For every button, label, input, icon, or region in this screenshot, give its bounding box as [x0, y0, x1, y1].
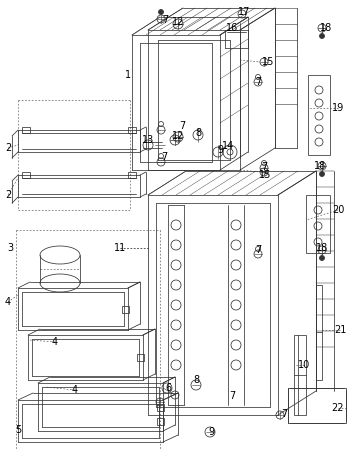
Text: 20: 20	[332, 205, 344, 215]
Bar	[128, 127, 136, 133]
Bar	[22, 172, 30, 178]
Text: 7: 7	[229, 391, 235, 401]
Text: 15: 15	[259, 170, 271, 180]
Bar	[294, 335, 306, 415]
Text: 4: 4	[52, 337, 58, 347]
Text: 13: 13	[142, 135, 154, 145]
Text: 4: 4	[72, 385, 78, 395]
Text: 11: 11	[114, 243, 126, 253]
Text: 7: 7	[255, 77, 261, 87]
Ellipse shape	[40, 274, 80, 292]
Circle shape	[159, 10, 163, 14]
Text: 2: 2	[5, 143, 11, 153]
Text: 8: 8	[193, 375, 199, 385]
Text: 18: 18	[314, 161, 326, 171]
Circle shape	[320, 172, 324, 177]
Text: 22: 22	[332, 403, 344, 413]
Bar	[157, 418, 164, 425]
Text: 9: 9	[208, 427, 214, 437]
Text: 21: 21	[334, 325, 346, 335]
Bar	[308, 75, 330, 155]
Text: 1: 1	[125, 70, 131, 80]
Bar	[316, 285, 322, 380]
Text: 5: 5	[15, 425, 21, 435]
Text: 7: 7	[255, 245, 261, 255]
Text: 3: 3	[7, 243, 13, 253]
Text: 9: 9	[217, 145, 223, 155]
Text: 17: 17	[238, 7, 250, 17]
Text: 4: 4	[5, 297, 11, 307]
Bar	[122, 306, 129, 313]
Text: 12: 12	[172, 17, 184, 27]
Bar	[288, 388, 346, 423]
Text: 8: 8	[195, 128, 201, 138]
Text: 6: 6	[165, 383, 171, 393]
Bar	[137, 354, 144, 361]
Text: 2: 2	[5, 190, 11, 200]
Text: 7: 7	[162, 15, 168, 25]
Bar	[306, 195, 330, 253]
Circle shape	[320, 34, 324, 39]
Text: 7: 7	[161, 152, 167, 162]
Bar	[128, 172, 136, 178]
Ellipse shape	[40, 246, 80, 264]
Text: 14: 14	[222, 141, 234, 151]
Text: 7: 7	[261, 162, 267, 172]
Text: 10: 10	[298, 360, 310, 370]
Bar	[157, 404, 164, 411]
Text: 18: 18	[316, 243, 328, 253]
Text: 18: 18	[320, 23, 332, 33]
Text: 16: 16	[226, 23, 238, 33]
Text: 15: 15	[262, 57, 274, 67]
Text: 7: 7	[281, 409, 287, 419]
Bar	[22, 127, 30, 133]
Text: 19: 19	[332, 103, 344, 113]
Text: 12: 12	[172, 131, 184, 141]
Circle shape	[320, 255, 324, 260]
Text: 7: 7	[179, 121, 185, 131]
